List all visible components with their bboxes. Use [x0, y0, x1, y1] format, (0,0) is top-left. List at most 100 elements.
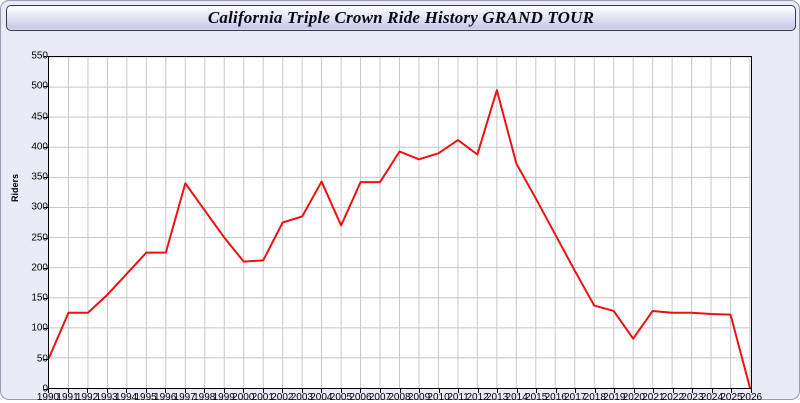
x-tick-label: 2008 — [388, 392, 411, 403]
x-tick-mark — [497, 389, 499, 393]
x-tick-mark — [321, 389, 323, 393]
y-tick-mark — [44, 237, 48, 239]
x-tick-mark — [438, 389, 440, 393]
x-tick-label: 2019 — [603, 392, 626, 403]
x-tick-mark — [243, 389, 245, 393]
x-tick-mark — [594, 389, 596, 393]
x-tick-label: 2025 — [720, 392, 743, 403]
x-tick-label: 1995 — [134, 392, 157, 403]
x-tick-mark — [477, 389, 479, 393]
y-tick-mark — [44, 146, 48, 148]
x-tick-mark — [536, 389, 538, 393]
x-tick-mark — [184, 389, 186, 393]
x-tick-label: 2024 — [700, 392, 724, 403]
x-tick-mark — [711, 389, 713, 393]
x-tick-mark — [145, 389, 147, 393]
chart-container: Riders 050100150200250300350400450500550… — [1, 33, 800, 403]
x-tick-mark — [165, 389, 167, 393]
x-tick-label: 1997 — [173, 392, 196, 403]
y-tick-label: 500 — [31, 80, 48, 92]
y-tick-mark — [44, 298, 48, 300]
y-tick-label: 50 — [36, 353, 48, 365]
x-tick-mark — [672, 389, 674, 393]
x-tick-label: 2022 — [661, 392, 684, 403]
x-tick-mark — [731, 389, 733, 393]
x-tick-mark — [301, 389, 303, 393]
x-tick-mark — [692, 389, 694, 393]
grid-lines — [49, 57, 751, 388]
y-tick-mark — [44, 267, 48, 269]
y-tick-label: 150 — [31, 292, 48, 304]
x-tick-label: 2015 — [525, 392, 548, 403]
x-tick-label: 2009 — [407, 392, 431, 403]
x-tick-mark — [419, 389, 421, 393]
x-tick-mark — [555, 389, 557, 393]
x-tick-label: 2018 — [583, 392, 606, 403]
window-title-bar: California Triple Crown Ride History GRA… — [6, 5, 796, 31]
y-tick-mark — [44, 56, 48, 57]
y-tick-label: 350 — [31, 171, 48, 183]
x-tick-label: 2021 — [642, 392, 665, 403]
y-tick-label: 450 — [31, 111, 48, 123]
x-tick-mark — [48, 389, 49, 393]
y-tick-label: 250 — [31, 232, 48, 244]
x-tick-mark — [614, 389, 616, 393]
x-tick-label: 2007 — [368, 392, 392, 403]
x-tick-label: 2003 — [290, 392, 313, 403]
x-tick-label: 2026 — [739, 392, 763, 403]
x-tick-label: 1996 — [154, 392, 177, 403]
x-tick-mark — [653, 389, 655, 393]
x-tick-label: 2004 — [310, 392, 333, 403]
x-tick-label: 2005 — [329, 392, 353, 403]
x-tick-mark — [126, 389, 128, 393]
x-tick-label: 2013 — [486, 392, 509, 403]
x-tick-mark — [106, 389, 108, 393]
x-tick-label: 1990 — [36, 392, 60, 403]
x-tick-label: 2011 — [447, 392, 469, 403]
y-tick-label: 300 — [31, 201, 48, 213]
x-tick-mark — [360, 389, 362, 393]
y-tick-mark — [44, 358, 48, 360]
x-tick-label: 1999 — [212, 392, 235, 403]
page-title: California Triple Crown Ride History GRA… — [207, 8, 595, 27]
y-tick-mark — [44, 116, 48, 118]
x-tick-mark — [379, 389, 381, 393]
x-tick-mark — [67, 389, 69, 393]
x-tick-mark — [575, 389, 577, 393]
plot-area — [48, 56, 752, 389]
x-tick-label: 2020 — [622, 392, 645, 403]
x-tick-mark — [262, 389, 264, 393]
x-tick-mark — [751, 389, 752, 393]
x-tick-label: 2006 — [349, 392, 372, 403]
y-tick-label: 550 — [31, 50, 48, 62]
x-tick-label: 1994 — [114, 392, 138, 403]
x-tick-label: 2000 — [232, 392, 255, 403]
y-tick-mark — [44, 389, 48, 390]
x-tick-mark — [458, 389, 460, 393]
x-tick-mark — [633, 389, 635, 393]
x-tick-label: 2016 — [544, 392, 567, 403]
x-tick-label: 2010 — [427, 392, 450, 403]
y-tick-mark — [44, 177, 48, 179]
y-tick-label: 400 — [31, 141, 48, 153]
x-tick-label: 1992 — [75, 392, 99, 403]
x-tick-label: 2001 — [251, 392, 274, 403]
x-tick-mark — [204, 389, 206, 393]
x-tick-mark — [282, 389, 284, 393]
y-tick-label: 100 — [31, 322, 48, 334]
x-tick-label: 2023 — [681, 392, 704, 403]
y-tick-mark — [44, 328, 48, 330]
x-tick-mark — [340, 389, 342, 393]
x-tick-mark — [399, 389, 401, 393]
x-tick-mark — [87, 389, 89, 393]
x-tick-mark — [223, 389, 225, 393]
x-tick-label: 2017 — [564, 392, 587, 403]
x-tick-label: 2014 — [505, 392, 528, 403]
x-tick-label: 1991 — [56, 392, 79, 403]
x-tick-label: 2002 — [271, 392, 294, 403]
y-tick-mark — [44, 86, 48, 88]
y-tick-label: 200 — [31, 262, 48, 274]
x-tick-label: 1998 — [193, 392, 216, 403]
x-tick-label: 2012 — [466, 392, 489, 403]
